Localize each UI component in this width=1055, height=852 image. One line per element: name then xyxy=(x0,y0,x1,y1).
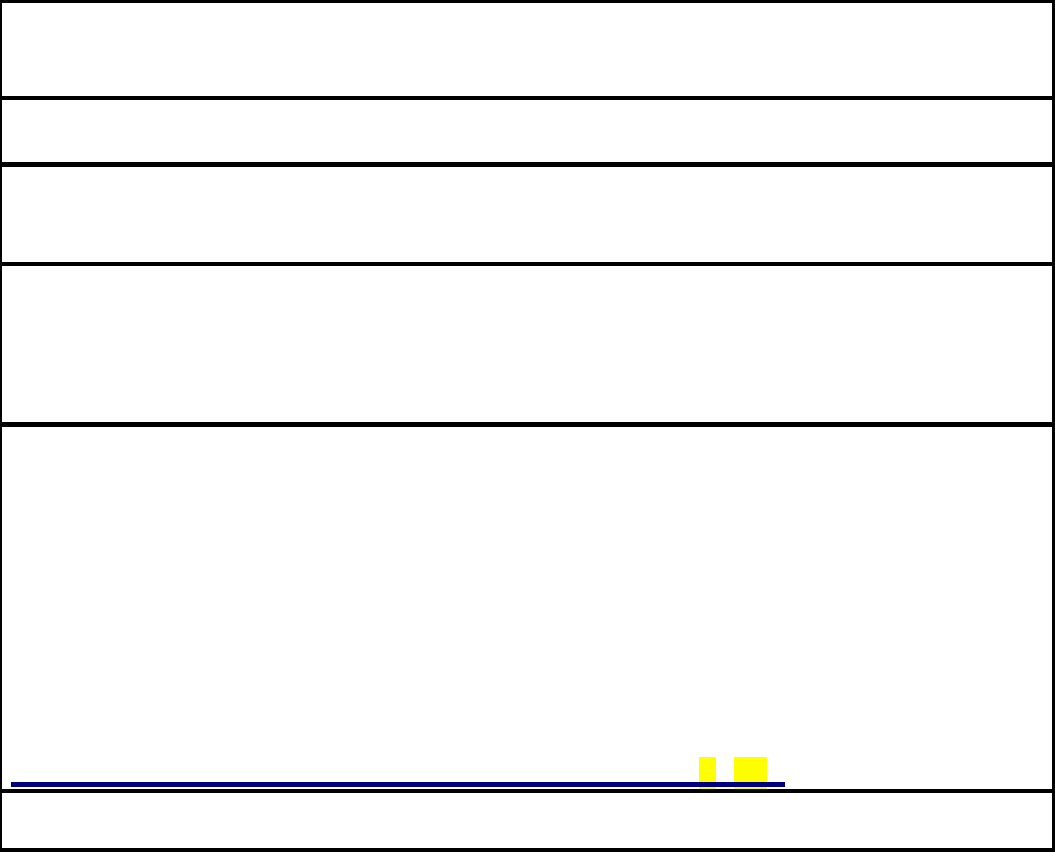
row-divider-2 xyxy=(0,162,1055,167)
table-row-5 xyxy=(2,427,1053,789)
navy-underline-rule xyxy=(11,782,785,787)
row-divider-4 xyxy=(0,422,1055,427)
page-border-left xyxy=(0,0,2,852)
page-border-bottom xyxy=(0,848,1055,852)
row-divider-3 xyxy=(0,262,1055,266)
highlight-mark-1 xyxy=(699,757,716,790)
table-row-2 xyxy=(2,100,1053,162)
page-border-right xyxy=(1052,0,1055,852)
row-divider-5 xyxy=(0,789,1055,793)
table-row-3 xyxy=(2,167,1053,262)
table-row-4 xyxy=(2,266,1053,422)
row-divider-1 xyxy=(0,96,1055,100)
page-border-top xyxy=(0,0,1055,3)
table-row-1 xyxy=(2,3,1053,96)
footer-row xyxy=(2,793,1053,848)
